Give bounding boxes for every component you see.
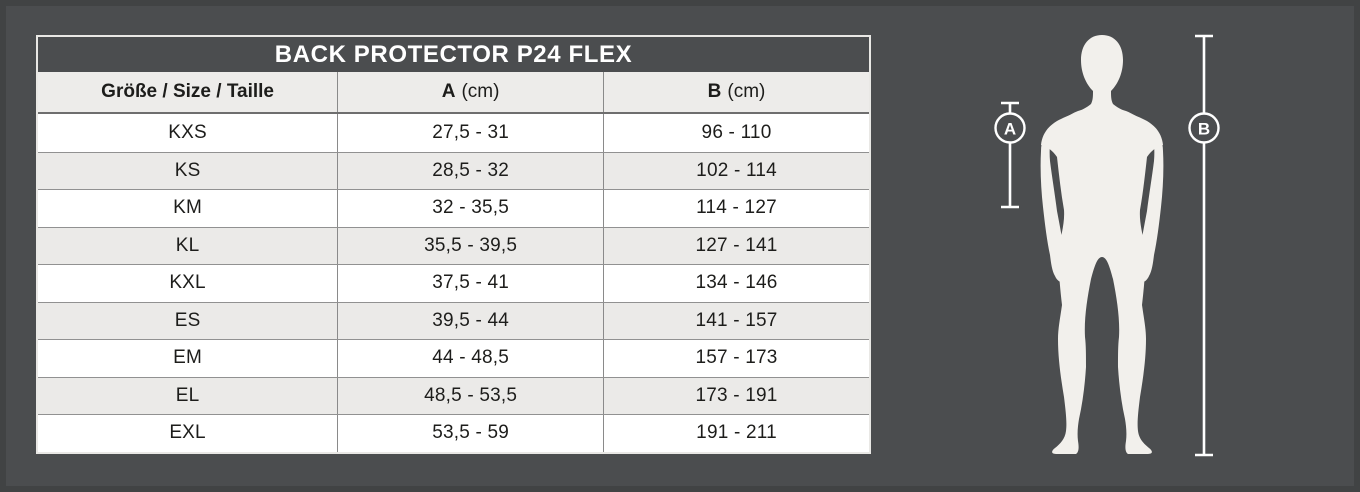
table-row: KXS 27,5 - 31 96 - 110	[38, 114, 869, 152]
size-cell: EXL	[169, 422, 206, 444]
size-cell: KL	[175, 234, 200, 256]
size-table-body: KXS 27,5 - 31 96 - 110 KS 28,5 - 32 102 - 114…	[38, 114, 869, 452]
table-title: BACK PROTECTOR P24 FLEX	[38, 37, 869, 72]
table-row: KM 32 - 35,5 114 - 127	[38, 189, 869, 227]
human-silhouette	[1041, 35, 1163, 454]
measure-b-cell: 134 - 146	[603, 265, 869, 302]
measure-a-cell: 27,5 - 31	[337, 114, 603, 152]
measure-b-cell: 127 - 141	[603, 227, 869, 264]
table-row: ES 39,5 - 44 141 - 157	[38, 301, 869, 339]
column-header-b: B (cm)	[603, 72, 869, 112]
column-header-b-unit: (cm)	[727, 81, 766, 102]
measure-b-label: B	[1198, 120, 1210, 139]
measure-a-cell: 48,5 - 53,5	[337, 377, 603, 414]
measure-b-cell: 191 - 211	[603, 415, 869, 452]
measure-b-cell: 141 - 157	[603, 302, 869, 339]
table-row: EL 48,5 - 53,5 173 - 191	[38, 376, 869, 414]
measure-a-cell: 44 - 48,5	[337, 340, 603, 377]
measure-a-cell: 53,5 - 59	[337, 415, 603, 452]
measure-b-cell: 96 - 110	[603, 114, 869, 152]
table-row: EXL 53,5 - 59 191 - 211	[38, 414, 869, 452]
column-header-size-label: Größe / Size / Taille	[101, 81, 274, 102]
measure-b-cell: 157 - 173	[603, 340, 869, 377]
size-cell: KXL	[169, 272, 206, 294]
column-header-a-label: A	[441, 81, 456, 102]
size-cell: KXS	[168, 121, 207, 143]
right-arm-silhouette	[1113, 107, 1164, 283]
measure-b-badge: B	[1188, 112, 1220, 144]
column-header-a-unit: (cm)	[461, 81, 500, 102]
measure-a-label: A	[1004, 120, 1016, 139]
table-row: KS 28,5 - 32 102 - 114	[38, 151, 869, 189]
size-chart-table: BACK PROTECTOR P24 FLEX Größe / Size / T…	[36, 35, 871, 454]
measure-a-cell: 39,5 - 44	[337, 302, 603, 339]
table-row: KL 35,5 - 39,5 127 - 141	[38, 226, 869, 264]
measure-a-cell: 28,5 - 32	[337, 152, 603, 189]
size-cell: KM	[173, 197, 203, 219]
size-cell: KS	[174, 159, 201, 181]
size-cell: ES	[174, 309, 201, 331]
measure-b-cell: 102 - 114	[603, 152, 869, 189]
measure-a-badge: A	[994, 112, 1026, 144]
measure-b-line	[1195, 34, 1213, 457]
measure-a-cell: 35,5 - 39,5	[337, 227, 603, 264]
body-measurement-figure: A B	[978, 27, 1232, 469]
measure-a-cell: 37,5 - 41	[337, 265, 603, 302]
measure-b-cell: 114 - 127	[603, 190, 869, 227]
column-header-b-label: B	[707, 81, 722, 102]
size-cell: EM	[173, 347, 203, 369]
column-header-size: Größe / Size / Taille	[38, 72, 337, 112]
table-header-row: Größe / Size / Taille A (cm) B (cm)	[38, 72, 869, 114]
size-cell: EL	[175, 384, 200, 406]
column-header-a: A (cm)	[337, 72, 603, 112]
measure-a-cell: 32 - 35,5	[337, 190, 603, 227]
table-row: EM 44 - 48,5 157 - 173	[38, 339, 869, 377]
left-arm-silhouette	[1040, 107, 1091, 283]
measure-b-cell: 173 - 191	[603, 377, 869, 414]
table-row: KXL 37,5 - 41 134 - 146	[38, 264, 869, 302]
